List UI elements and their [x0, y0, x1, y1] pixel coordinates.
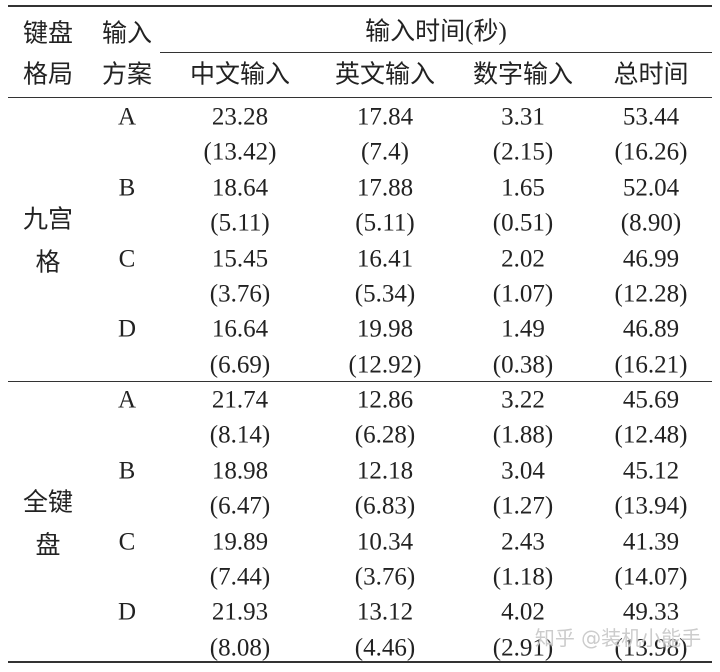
mean: 3.31: [501, 103, 545, 131]
sd: (0.38): [492, 351, 554, 379]
mean: 18.98: [211, 457, 269, 485]
header-rule: [8, 97, 712, 98]
scheme: C: [118, 528, 136, 556]
group-label: 九宫: [22, 206, 74, 234]
scheme: D: [117, 315, 137, 343]
header-column: 数字输入: [472, 61, 574, 89]
scheme: C: [118, 245, 136, 273]
mean: 3.22: [501, 386, 545, 414]
sd: (13.42): [203, 138, 277, 166]
sd: (0.51): [492, 209, 554, 237]
sd: (12.92): [348, 351, 422, 379]
bottom-rule: [8, 661, 712, 663]
group-label: 格: [35, 249, 61, 277]
mean: 3.04: [501, 457, 545, 485]
sd: (8.90): [620, 209, 682, 237]
mean: 2.43: [501, 528, 545, 556]
sd: (12.48): [614, 421, 688, 449]
mean: 52.04: [622, 174, 680, 202]
mean: 41.39: [622, 528, 680, 556]
sd: (3.76): [209, 280, 271, 308]
top-rule: [8, 5, 712, 7]
mean: 19.89: [211, 528, 269, 556]
scheme: A: [117, 103, 137, 131]
sd: (6.28): [354, 421, 416, 449]
sd: (7.4): [361, 138, 409, 166]
header-layout: 键盘: [22, 20, 74, 48]
header-column: 中文输入: [189, 61, 291, 89]
scheme: D: [117, 598, 137, 626]
mean: 10.34: [356, 528, 414, 556]
sd: (1.88): [492, 421, 554, 449]
sub-rule: [160, 52, 712, 53]
sd: (7.44): [209, 563, 271, 591]
mean: 45.12: [622, 457, 680, 485]
mean: 13.12: [356, 598, 414, 626]
mean: 1.49: [501, 315, 545, 343]
mean: 23.28: [211, 103, 269, 131]
mean: 15.45: [211, 245, 269, 273]
sd: (2.91): [492, 634, 554, 662]
sd: (16.26): [614, 138, 688, 166]
group-label: 盘: [35, 532, 61, 560]
scheme: B: [118, 457, 136, 485]
sd: (13.94): [614, 492, 688, 520]
sd: (5.11): [210, 209, 270, 237]
mean: 53.44: [622, 103, 680, 131]
header-scheme: 输入: [101, 20, 153, 48]
watermark: 知乎 @装机小能手: [534, 626, 702, 650]
sd: (1.07): [492, 280, 554, 308]
sd: (6.83): [354, 492, 416, 520]
scheme: B: [118, 174, 136, 202]
mean: 1.65: [501, 174, 545, 202]
mean: 17.84: [356, 103, 414, 131]
mean: 2.02: [501, 245, 545, 273]
sd: (8.14): [209, 421, 271, 449]
mean: 12.86: [356, 386, 414, 414]
header-scheme: 方案: [101, 61, 153, 89]
group-label: 全键: [22, 489, 74, 517]
sd: (6.47): [209, 492, 271, 520]
sd: (6.69): [209, 351, 271, 379]
group-rule: [8, 381, 712, 382]
mean: 4.02: [501, 598, 545, 626]
mean: 12.18: [356, 457, 414, 485]
header-time: 输入时间(秒): [365, 18, 507, 46]
sd: (5.11): [355, 209, 415, 237]
mean: 19.98: [356, 315, 414, 343]
sd: (14.07): [614, 563, 688, 591]
mean: 16.64: [211, 315, 269, 343]
mean: 46.99: [622, 245, 680, 273]
mean: 16.41: [356, 245, 414, 273]
mean: 45.69: [622, 386, 680, 414]
header-column: 英文输入: [334, 61, 436, 89]
sd: (3.76): [354, 563, 416, 591]
sd: (2.15): [492, 138, 554, 166]
sd: (16.21): [614, 351, 688, 379]
mean: 49.33: [622, 598, 680, 626]
mean: 18.64: [211, 174, 269, 202]
sd: (8.08): [209, 634, 271, 662]
sd: (12.28): [614, 280, 688, 308]
scheme: A: [117, 386, 137, 414]
mean: 21.93: [211, 598, 269, 626]
sd: (1.18): [492, 563, 554, 591]
sd: (13.98): [614, 634, 688, 662]
sd: (5.34): [354, 280, 416, 308]
mean: 46.89: [622, 315, 680, 343]
header-column: 总时间: [613, 61, 689, 89]
header-layout: 格局: [22, 61, 74, 89]
sd: (1.27): [492, 492, 554, 520]
mean: 21.74: [211, 386, 269, 414]
mean: 17.88: [356, 174, 414, 202]
sd: (4.46): [354, 634, 416, 662]
